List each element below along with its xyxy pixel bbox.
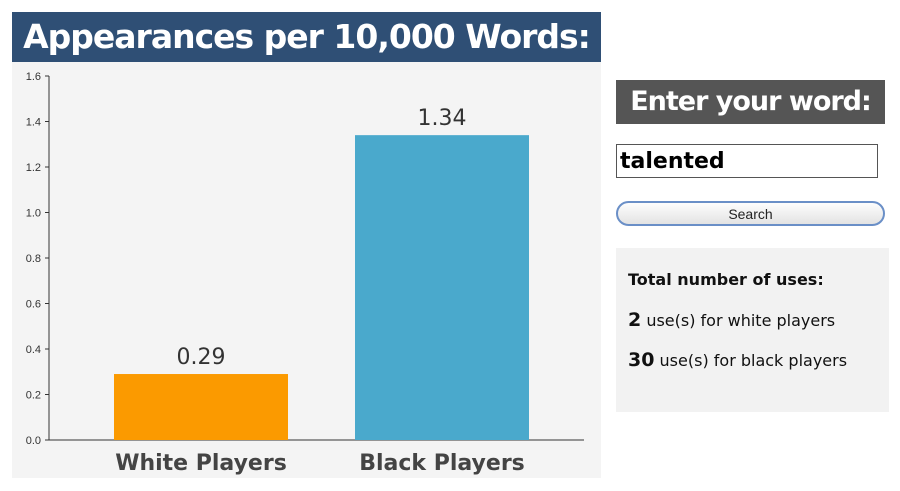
bar [114,374,288,440]
y-tick-label: 1.0 [26,208,41,220]
bar-chart: 0.0 0.2 0.4 0.6 0.8 1.0 1.2 1.4 1.6 0.29 White Pla… [12,62,601,478]
y-tick-label: 0.2 [26,390,41,402]
y-tick-label: 1.4 [26,117,41,129]
bar-chart-svg: 0.0 0.2 0.4 0.6 0.8 1.0 1.2 1.4 1.6 0.29 White Pla… [26,71,584,476]
bar-value-label: 1.34 [418,106,467,131]
y-tick-label: 1.2 [26,162,41,174]
white-usage-text: use(s) for white players [641,311,836,330]
y-tick-label: 0.8 [26,253,41,265]
chart-title: Appearances per 10,000 Words: [12,12,601,62]
black-players-usage: 30 use(s) for black players [628,349,889,371]
stats-heading: Total number of uses: [628,270,824,289]
bar [355,135,529,440]
y-tick-label: 1.6 [26,71,41,83]
bar-value-label: 0.29 [177,345,226,370]
x-category-label: White Players [115,451,287,476]
white-players-usage: 2 use(s) for white players [628,309,889,331]
y-tick-label: 0.6 [26,299,41,311]
word-input[interactable] [616,144,878,178]
black-usage-text: use(s) for black players [654,351,848,370]
x-category-label: Black Players [359,451,525,476]
white-usage-count: 2 [628,309,642,331]
enter-word-label: Enter your word: [616,80,885,124]
y-tick-label: 0.4 [26,344,41,356]
black-usage-count: 30 [628,349,655,371]
usage-stats-panel: Total number of uses: 2 use(s) for white… [616,248,889,412]
search-button[interactable]: Search [616,201,885,226]
y-tick-label: 0.0 [26,435,41,447]
